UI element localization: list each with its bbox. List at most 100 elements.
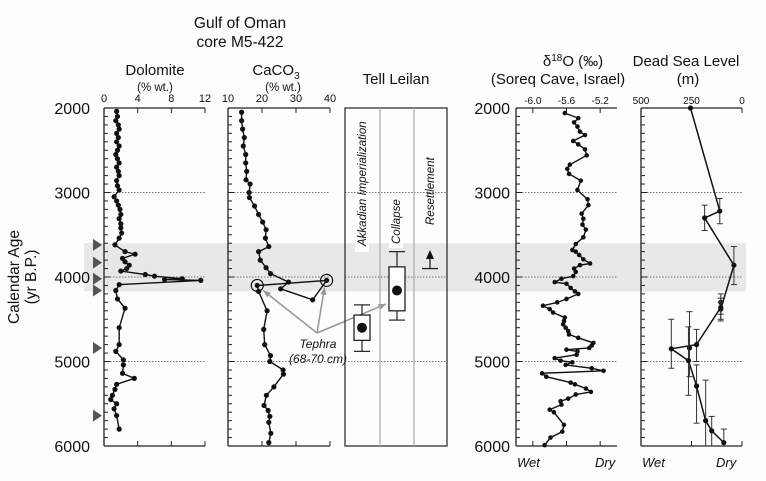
d18o-data-point	[539, 371, 545, 376]
dead-sea-x-tick-labels: 500 250 0	[633, 96, 746, 107]
x-tick-label: 12	[199, 93, 211, 105]
caco3-unit: (% wt.)	[265, 82, 301, 94]
x-tick-label: 10	[222, 93, 234, 105]
caco3-data-point	[324, 277, 330, 283]
d18o-data-point	[568, 380, 574, 385]
tephra-arrow-head	[263, 290, 271, 298]
dolomite-data-point	[179, 276, 185, 282]
caco3-data-point	[251, 203, 258, 209]
d18o-data-point	[601, 368, 606, 374]
dolomite-data-point	[118, 211, 124, 218]
caco3-data-point	[263, 265, 269, 271]
y-tick-label: 3000	[54, 186, 90, 203]
d18o-data-point	[586, 345, 592, 351]
caco3-data-point	[280, 367, 286, 373]
d18o-data-point	[544, 374, 549, 380]
caco3-data-point	[266, 243, 272, 250]
d18o-data-point	[559, 429, 565, 434]
dead-sea-data-point	[709, 428, 715, 434]
d18o-data-point	[568, 285, 574, 291]
dolomite-data-point	[118, 225, 124, 231]
dolomite-data-point	[116, 325, 122, 331]
y-tick-label: 6000	[54, 439, 90, 456]
d18o-data-point	[565, 396, 571, 401]
d18o-data-point	[573, 392, 579, 397]
dolomite-data-point	[198, 277, 204, 283]
d18o-data-point	[550, 310, 556, 315]
dolomite-data-point	[114, 108, 120, 114]
dolomite-data-point	[118, 221, 124, 227]
caco3-data-point	[266, 440, 272, 446]
collapse-median-point	[392, 285, 402, 296]
d18o-data-point	[570, 138, 576, 144]
dolomite-data-point	[162, 276, 168, 283]
caco3-data-point	[310, 297, 316, 303]
d18o-data-point	[564, 347, 569, 352]
dolomite-data-point	[116, 342, 122, 348]
caco3-data-point	[267, 352, 274, 359]
dolomite-data-point	[114, 198, 120, 204]
akkadian-label: Akkadian Imperialization	[357, 121, 369, 247]
dolomite-data-point	[114, 130, 120, 136]
d18o-data-point	[581, 216, 586, 221]
d18o-data-point	[586, 202, 591, 208]
dolomite-data-point	[115, 168, 121, 174]
d18o-data-point	[563, 362, 568, 368]
dolomite-x-tick-labels: 0 4 8 12	[101, 93, 211, 105]
dolomite-data-point	[116, 160, 122, 166]
dolomite-data-point	[114, 113, 121, 120]
dolomite-data-point	[114, 164, 120, 170]
d18o-data-point	[560, 322, 566, 327]
y-axis-label-line2: (yr B.P.)	[23, 250, 40, 305]
x-tick-label: -5.2	[592, 96, 610, 107]
dolomite-unit: (% wt.)	[137, 82, 173, 94]
dolomite-data-point	[114, 183, 121, 189]
y-tick-label: 3000	[474, 186, 510, 203]
d18o-dry-label: Dry	[595, 455, 617, 470]
dolomite-data-point	[114, 178, 120, 184]
d18o-data-point	[552, 355, 558, 361]
dolomite-data-point	[122, 249, 128, 255]
dead-sea-data-point	[717, 208, 723, 214]
x-tick-label: 250	[683, 96, 700, 107]
tephra-label-line2: (68-70 cm)	[289, 352, 347, 366]
dolomite-data-point	[109, 392, 116, 398]
d18o-data-point	[585, 196, 590, 202]
dolomite-data-point	[124, 265, 130, 272]
d18o-data-point	[563, 325, 568, 331]
dolomite-data-point	[120, 362, 126, 368]
caco3-data-point	[267, 413, 273, 420]
caco3-data-point	[268, 430, 274, 436]
tephra-circle	[320, 273, 334, 287]
y-tick-labels-right: 2000 3000 4000 5000 6000	[474, 101, 510, 456]
dolomite-data-point	[142, 271, 148, 278]
caco3-data-point	[265, 407, 271, 414]
dolomite-data-point	[112, 386, 118, 392]
d18o-data-point	[577, 262, 583, 268]
d18o-data-point	[584, 153, 589, 158]
d18o-data-point	[574, 352, 579, 358]
x-tick-label: 4	[135, 93, 141, 105]
tephra-label-line1: Tephra	[300, 337, 337, 351]
d18o-data-point	[575, 115, 581, 121]
d18o-data-point	[575, 335, 581, 341]
y-tick-label: 2000	[54, 101, 90, 118]
d18o-data-point	[548, 435, 553, 440]
dolomite-data-point	[119, 230, 125, 236]
d18o-title-line2: (Soreq Cave, Israel)	[491, 71, 625, 88]
d18o-data-point	[581, 256, 586, 262]
dolomite-data-point	[116, 173, 122, 179]
d18o-data-point	[575, 124, 580, 129]
dolomite-data-point	[115, 202, 121, 208]
y-axis-label-line1: Calendar Age	[6, 230, 23, 324]
y-tick-label: 5000	[474, 355, 510, 372]
dolomite-data-point	[115, 122, 121, 128]
tephra-triangle-marker	[93, 409, 102, 422]
d18o-title-line1: δ18O (‰)	[543, 53, 603, 70]
caco3-data-point	[239, 118, 245, 124]
y-tick-label: 4000	[54, 270, 90, 287]
tephra-arrow	[316, 287, 326, 334]
dolomite-data-point	[113, 287, 119, 294]
d18o-data-point	[567, 162, 573, 167]
d18o-data-point	[575, 187, 580, 193]
